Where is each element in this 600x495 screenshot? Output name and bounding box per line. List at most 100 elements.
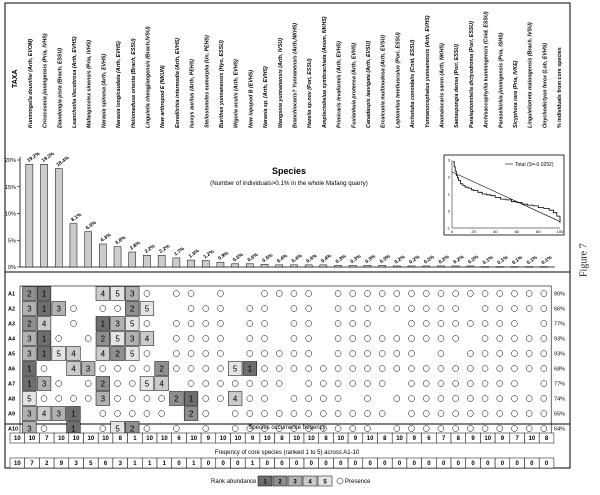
bar xyxy=(54,168,63,268)
presence-marker xyxy=(349,290,356,297)
rank-value: 1 xyxy=(27,380,32,389)
count-value: 0 xyxy=(236,461,240,467)
presence-marker xyxy=(290,290,298,297)
rank-cell xyxy=(139,301,155,316)
presence-marker xyxy=(408,365,415,372)
presence-marker xyxy=(349,410,356,417)
presence-marker xyxy=(437,320,445,327)
presence-marker xyxy=(217,395,224,402)
bar-value-label: 0.4% xyxy=(305,253,318,265)
taxon-label: Archotuba conoidalis (Cnid, ESSU) xyxy=(410,39,416,129)
presence-marker xyxy=(202,410,209,417)
presence-marker xyxy=(511,350,518,357)
presence-marker xyxy=(187,305,195,312)
presence-marker xyxy=(114,395,121,402)
presence-marker xyxy=(217,320,224,327)
rank-cell xyxy=(110,286,125,301)
rank-value: 5 xyxy=(233,365,238,374)
presence-marker xyxy=(378,335,386,342)
presence-marker xyxy=(290,425,298,432)
bar xyxy=(451,265,460,268)
count-value: 7 xyxy=(442,436,446,442)
presence-marker xyxy=(408,380,415,387)
presence-marker xyxy=(540,425,548,432)
presence-marker xyxy=(540,305,548,312)
presence-marker xyxy=(129,365,136,372)
taxon-label: Naraoia spinosa (Arth, EVHS) xyxy=(101,54,107,128)
bar-value-label: 0.2% xyxy=(394,254,407,266)
bar xyxy=(69,223,78,268)
count-value: 1 xyxy=(133,461,137,467)
presence-marker xyxy=(437,425,445,432)
presence-marker xyxy=(437,290,445,297)
rank-cell xyxy=(95,376,110,391)
rank-value: 2 xyxy=(27,290,32,299)
presence-marker xyxy=(320,425,327,432)
presence-marker xyxy=(246,395,254,402)
presence-marker xyxy=(393,425,401,432)
presence-marker xyxy=(452,290,459,297)
bar-value-label: 0.5% xyxy=(261,252,274,264)
rank-cell xyxy=(22,316,37,331)
rank-value: 2 xyxy=(101,335,106,344)
presence-marker xyxy=(452,305,459,312)
presence-marker xyxy=(525,335,533,342)
presence-marker xyxy=(393,395,401,402)
presence-marker xyxy=(349,320,356,327)
bar xyxy=(231,263,239,268)
rank-cell xyxy=(154,376,169,391)
count-value: 0 xyxy=(427,461,431,467)
presence-marker xyxy=(129,410,136,417)
rank-value: 1 xyxy=(248,365,253,374)
occurrence-label: Species occurrence freqency xyxy=(248,425,325,431)
rank-cell xyxy=(139,376,155,391)
presence-marker xyxy=(334,425,342,432)
bar xyxy=(348,265,357,268)
count-value: 0 xyxy=(266,461,270,467)
taxon-label: Cricocosmia jinningensis (Pria, IVHS) xyxy=(43,33,49,128)
rank-value: 3 xyxy=(57,410,62,419)
count-value: 6 xyxy=(104,461,108,467)
count-value: 3 xyxy=(119,461,123,467)
rank-cell xyxy=(36,406,52,421)
count-value: 10 xyxy=(29,436,36,442)
presence-marker xyxy=(467,380,474,387)
inset-legend: Total (S=-0.0292) xyxy=(515,162,554,168)
rank-value: 3 xyxy=(27,335,32,344)
bar-value-label: 0.6% xyxy=(232,252,245,264)
rank-cell xyxy=(22,346,37,361)
rank-value: 3 xyxy=(57,305,62,314)
presence-marker xyxy=(364,410,371,417)
taxon-label: Burithes yunnanensis (Hyo, ESSU) xyxy=(219,40,225,128)
presence-marker xyxy=(99,305,107,312)
presence-marker xyxy=(114,410,121,417)
count-value: 0 xyxy=(442,461,446,467)
count-value: 9 xyxy=(207,436,211,442)
presence-marker xyxy=(246,335,254,342)
legend-swatch xyxy=(287,475,303,487)
presence-marker xyxy=(187,380,195,387)
presence-marker xyxy=(525,305,533,312)
row-percent: 93% xyxy=(554,352,565,358)
bar xyxy=(143,254,151,268)
rank-cell xyxy=(125,316,140,331)
presence-marker xyxy=(437,350,445,357)
rank-cell xyxy=(22,361,37,376)
presence-marker xyxy=(364,320,371,327)
presence-marker xyxy=(334,335,342,342)
rank-value: 4 xyxy=(145,335,150,344)
presence-marker xyxy=(423,365,430,372)
count-value: 9 xyxy=(354,436,358,442)
presence-marker xyxy=(187,320,195,327)
presence-marker xyxy=(437,380,445,387)
presence-marker xyxy=(393,350,401,357)
bar-value-label: 0.2% xyxy=(423,254,436,266)
presence-marker xyxy=(496,350,503,357)
presence-marker xyxy=(261,365,268,372)
count-value: 6 xyxy=(177,436,181,442)
count-value: 9 xyxy=(413,436,417,442)
presence-marker xyxy=(378,365,386,372)
presence-marker xyxy=(305,425,312,432)
taxon-label: Anomalocaris saron (Arth, NKHS) xyxy=(439,43,445,129)
y-tick-label: 10% xyxy=(5,212,16,218)
